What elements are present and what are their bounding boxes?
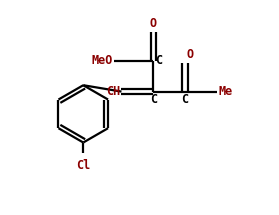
Text: Cl: Cl — [76, 160, 90, 172]
Text: Me: Me — [218, 85, 232, 98]
Text: O: O — [150, 17, 157, 30]
Text: C: C — [182, 93, 189, 106]
Text: O: O — [186, 48, 193, 61]
Text: MeO: MeO — [92, 54, 113, 67]
Text: CH: CH — [106, 85, 121, 98]
Text: C: C — [150, 93, 157, 106]
Text: C: C — [155, 54, 162, 67]
